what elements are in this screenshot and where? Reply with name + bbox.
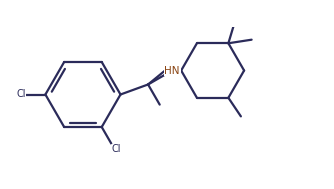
Text: Cl: Cl xyxy=(112,144,121,154)
Text: HN: HN xyxy=(164,66,180,76)
Text: Cl: Cl xyxy=(17,90,26,99)
